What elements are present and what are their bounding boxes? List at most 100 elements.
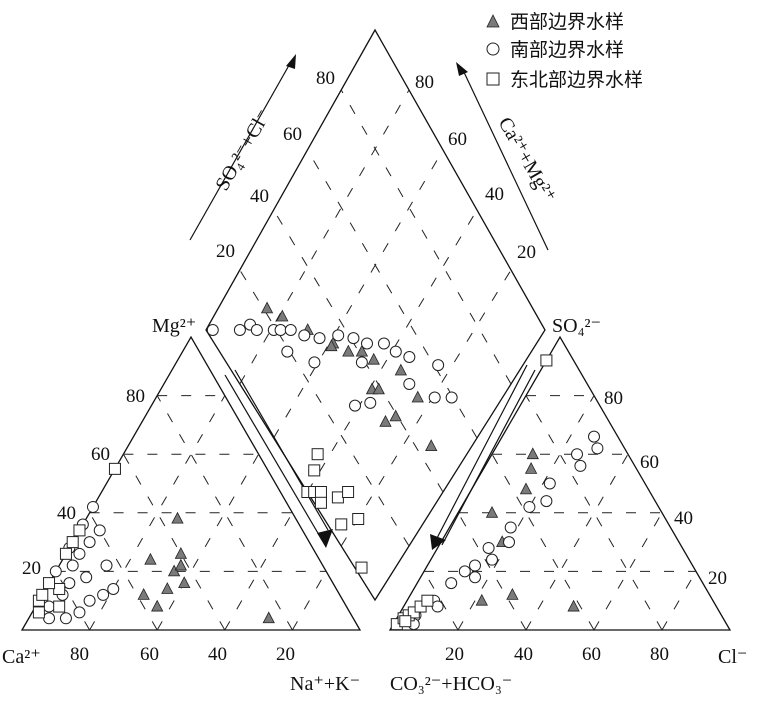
corner-label-cl: Cl⁻: [718, 646, 747, 668]
data-point-circle: [469, 571, 481, 584]
data-point-circle: [571, 448, 583, 461]
data-point-square: [311, 448, 324, 461]
data-point-circle: [458, 565, 471, 578]
legend-marker-square: [486, 72, 500, 86]
tick-label: 80: [126, 386, 145, 407]
data-point-circle: [588, 430, 600, 443]
tick-label: 20: [445, 644, 464, 665]
grid-line: [306, 209, 478, 493]
data-point-square: [59, 547, 72, 560]
data-point-triangle: [325, 339, 338, 352]
data-point-triangle: [355, 344, 369, 357]
tick-label: 20: [517, 242, 536, 263]
grid-line: [491, 453, 595, 631]
corner-label-ca: Ca²⁺: [2, 646, 41, 668]
tick-label: 40: [485, 184, 504, 205]
data-points: [32, 301, 604, 631]
grid-line: [457, 395, 595, 631]
data-point-triangle: [389, 409, 402, 422]
axis-title-na-k: Na⁺+K⁻: [290, 673, 360, 695]
data-point-circle: [284, 324, 297, 336]
data-point-square: [73, 524, 86, 537]
tick-label: 60: [140, 644, 159, 665]
data-point-circle: [389, 345, 402, 358]
grid-line: [661, 571, 697, 631]
data-point-circle: [298, 329, 311, 342]
data-point-square: [331, 491, 344, 504]
data-point-square: [335, 518, 348, 531]
data-point-square: [308, 464, 321, 477]
data-point-triangle: [178, 576, 191, 589]
data-point-circle: [73, 606, 86, 619]
tick-label: 40: [674, 508, 693, 529]
data-point-triangle: [411, 390, 424, 403]
data-point-triangle: [485, 505, 499, 518]
data-point-circle: [543, 477, 556, 490]
tick-label: 40: [57, 503, 76, 524]
data-point-square: [314, 486, 327, 498]
data-point-circle: [250, 324, 263, 336]
data-point-circle: [66, 559, 79, 572]
data-point-square: [36, 588, 49, 601]
tick-label: 60: [283, 124, 302, 145]
grid-line: [239, 269, 410, 547]
legend-label: 东北部边界水样: [510, 69, 643, 91]
data-point-circle: [313, 332, 326, 345]
data-point-circle: [469, 559, 481, 572]
data-point-square: [421, 594, 434, 607]
data-point-triangle: [260, 301, 274, 314]
data-point-triangle: [567, 599, 580, 612]
data-point-circle: [100, 559, 113, 572]
grid-line: [525, 453, 629, 631]
data-point-circle: [59, 612, 72, 625]
tick-label: 60: [640, 452, 659, 473]
data-point-circle: [377, 337, 390, 350]
data-point-circle: [206, 324, 219, 336]
data-point-circle: [83, 594, 96, 607]
data-point-circle: [403, 351, 416, 363]
data-point-circle: [43, 612, 56, 625]
anion-triangle: [388, 335, 732, 631]
tick-label: 20: [276, 644, 295, 665]
legend-marker-triangle: [486, 14, 500, 28]
data-point-triangle: [506, 587, 519, 600]
data-point-circle: [83, 536, 96, 549]
data-point-circle: [233, 324, 246, 336]
data-point-square: [352, 513, 365, 525]
data-point-circle: [428, 391, 441, 404]
grid-line: [525, 395, 663, 631]
tick-label: 20: [216, 241, 235, 262]
grid-line: [156, 453, 260, 631]
data-point-square: [342, 486, 355, 498]
data-point-circle: [431, 600, 444, 613]
data-point-circle: [486, 553, 498, 566]
tick-label: 80: [415, 72, 434, 93]
grid-line: [423, 571, 459, 631]
data-point-triangle: [342, 344, 355, 357]
data-point-triangle: [394, 363, 408, 376]
data-point-square: [540, 354, 553, 367]
axis-title-co3-hco3: CO₃²⁻+HCO₃⁻: [390, 673, 512, 695]
data-point-circle: [73, 547, 86, 560]
data-point-square: [53, 582, 66, 595]
grid-line: [340, 269, 512, 547]
tick-label: 60: [582, 644, 601, 665]
data-point-circle: [432, 359, 445, 372]
grid-line: [122, 453, 226, 631]
data-point-triangle: [167, 564, 181, 577]
tick-label: 20: [22, 558, 41, 579]
data-point-circle: [361, 337, 373, 350]
data-point-circle: [308, 356, 321, 369]
data-point-circle: [347, 332, 360, 345]
tick-label: 60: [448, 129, 467, 150]
grid-line: [156, 395, 293, 631]
data-point-circle: [523, 500, 536, 513]
data-point-circle: [281, 345, 294, 358]
data-point-circle: [274, 324, 287, 336]
data-point-circle: [355, 356, 368, 369]
axis-arrows: [189, 54, 549, 550]
grid-line: [89, 395, 226, 631]
data-point-triangle: [379, 414, 392, 427]
tick-label: 40: [514, 644, 533, 665]
tick-label: 80: [70, 644, 89, 665]
